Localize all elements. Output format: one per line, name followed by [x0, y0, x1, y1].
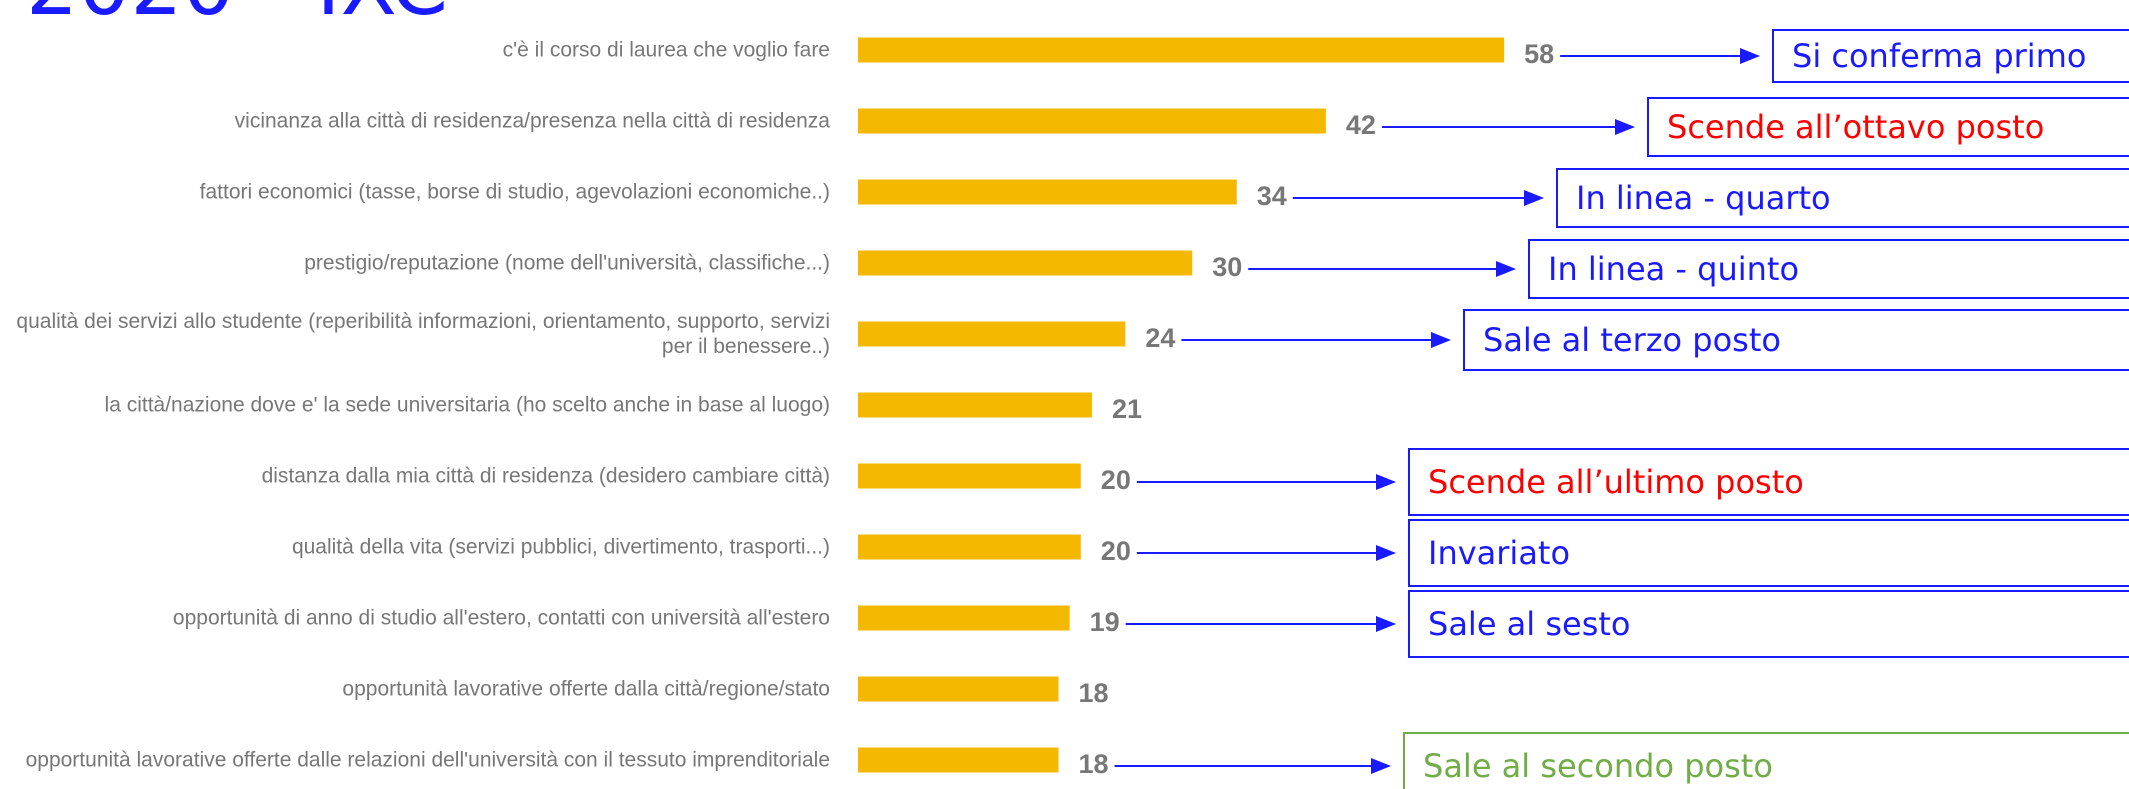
value-label: 34 [1257, 181, 1287, 211]
annotation-box: Scende all’ultimo posto [1408, 448, 2129, 516]
bar [858, 747, 1059, 773]
annotation-box: In linea - quarto [1556, 168, 2129, 228]
category-label: opportunità lavorative offerte dalle rel… [25, 748, 830, 772]
category-label: opportunità di anno di studio all'estero… [172, 606, 830, 630]
category-label: qualità della vita (servizi pubblici, di… [291, 535, 830, 559]
annotation-box: Si conferma primo [1772, 29, 2129, 83]
value-label: 18 [1079, 678, 1109, 708]
value-label: 24 [1145, 323, 1175, 353]
value-label: 18 [1079, 749, 1109, 779]
bar [858, 179, 1237, 205]
value-label: 20 [1101, 465, 1131, 495]
category-label: qualità dei servizi allo studente (reper… [16, 310, 830, 358]
annotation-box: Scende all’ottavo posto [1647, 97, 2129, 157]
annotation-box: Sale al sesto [1408, 590, 2129, 658]
bar [858, 108, 1326, 134]
annotation-box: In linea - quinto [1528, 239, 2129, 299]
bar [858, 321, 1126, 347]
bar [858, 250, 1193, 276]
category-label: distanza dalla mia città di residenza (d… [261, 464, 830, 488]
value-label: 30 [1212, 252, 1242, 282]
value-label: 42 [1346, 110, 1376, 140]
value-label: 21 [1112, 394, 1142, 424]
bar [858, 605, 1070, 631]
category-label: la città/nazione dove e' la sede univers… [104, 393, 830, 417]
category-label: prestigio/reputazione (nome dell'univers… [304, 251, 830, 275]
bar [858, 534, 1081, 560]
bar [858, 37, 1505, 63]
category-label: fattori economici (tasse, borse di studi… [199, 180, 830, 204]
annotation-box: Invariato [1408, 519, 2129, 587]
bar [858, 392, 1092, 418]
value-label: 19 [1090, 607, 1120, 637]
bar [858, 463, 1081, 489]
annotation-box: Sale al secondo posto [1403, 732, 2129, 789]
value-label: 20 [1101, 536, 1131, 566]
category-label: vicinanza alla città di residenza/presen… [234, 109, 830, 133]
bar [858, 676, 1059, 702]
value-label: 58 [1524, 39, 1554, 69]
annotation-box: Sale al terzo posto [1463, 309, 2129, 371]
category-label: c'è il corso di laurea che voglio fare [502, 38, 830, 62]
category-label: opportunità lavorative offerte dalla cit… [342, 677, 830, 701]
